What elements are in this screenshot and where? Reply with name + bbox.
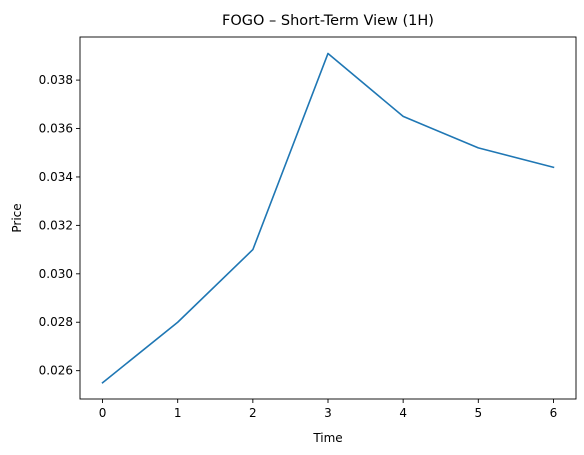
y-tick-label: 0.028 [39,315,73,329]
y-axis-label: Price [10,203,24,232]
x-tick-label: 2 [249,406,257,420]
y-axis-ticks: 0.026 0.028 0.030 0.032 0.034 0.036 0.038 [39,73,80,378]
x-axis-ticks: 0 1 2 3 4 5 6 [99,399,558,420]
x-tick-label: 0 [99,406,107,420]
y-tick-label: 0.026 [39,364,73,378]
series-line-0 [101,52,555,384]
y-tick-label: 0.034 [39,170,73,184]
y-tick-label: 0.032 [39,218,73,232]
x-axis-label: Time [312,431,342,445]
chart-title: FOGO – Short-Term View (1H) [222,13,434,29]
x-tick-label: 4 [399,406,407,420]
x-tick-label: 3 [324,406,332,420]
y-tick-label: 0.038 [39,73,73,87]
x-tick-label: 1 [174,406,182,420]
x-tick-label: 5 [474,406,482,420]
y-tick-label: 0.030 [39,267,73,281]
x-tick-label: 6 [550,406,558,420]
y-tick-label: 0.036 [39,122,73,136]
